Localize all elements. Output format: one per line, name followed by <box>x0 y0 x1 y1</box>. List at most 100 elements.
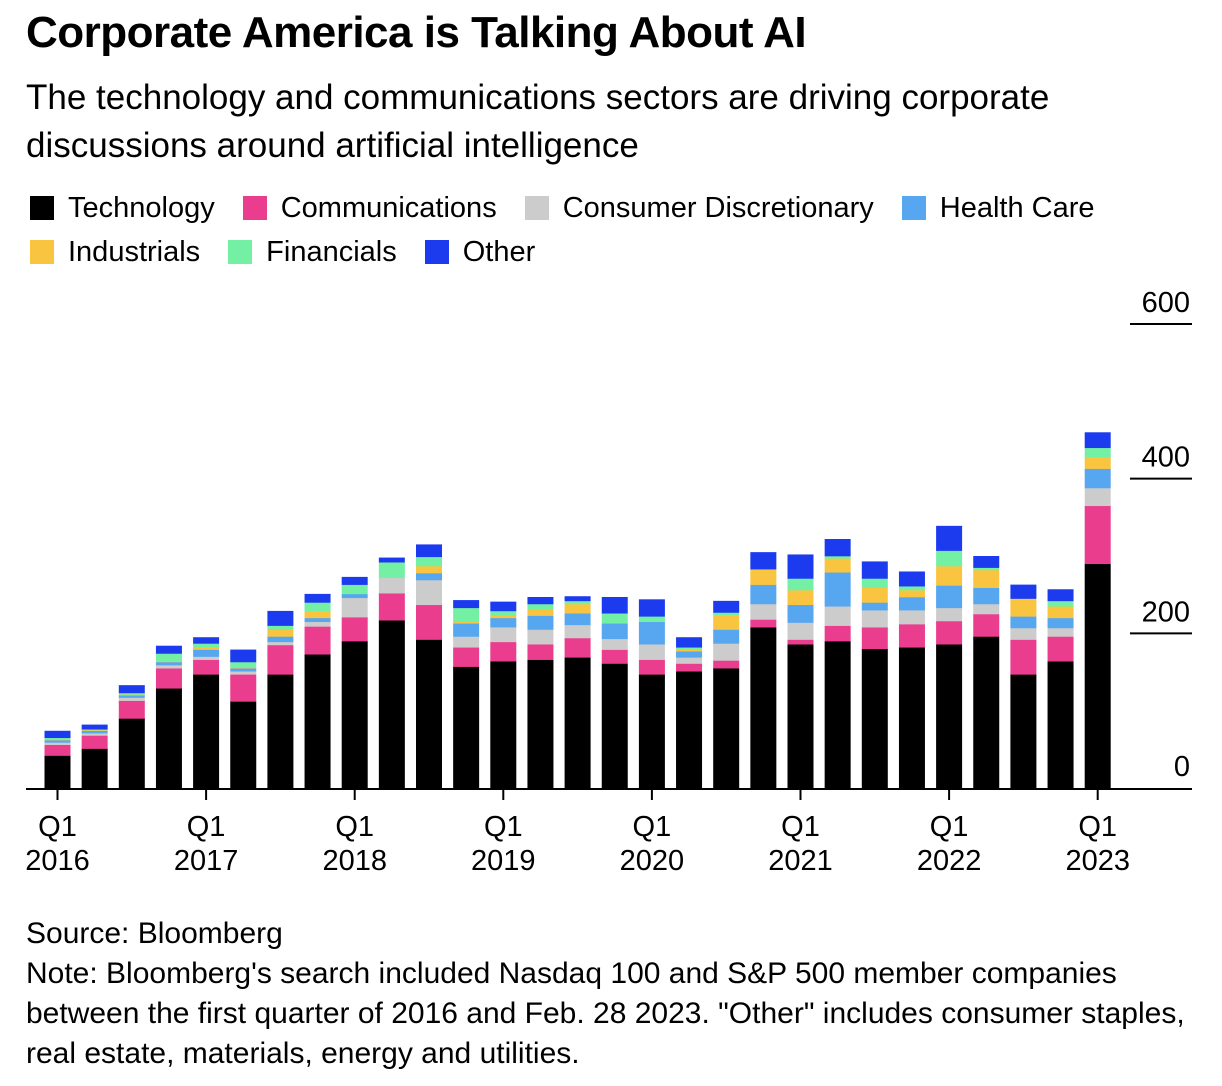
bar-segment-communications <box>118 700 145 719</box>
x-tick-label: 2018 <box>322 845 387 877</box>
bar-segment-communications <box>638 659 665 675</box>
bar-segment-industrials <box>861 587 888 603</box>
bar-segment-industrials <box>936 566 963 586</box>
bar-segment-communications <box>936 620 963 645</box>
bar-segment-other <box>824 539 851 557</box>
bar-segment-other <box>1047 589 1074 602</box>
bar-segment-financials <box>81 729 108 731</box>
bar-segment-financials <box>638 616 665 623</box>
legend-swatch <box>228 240 253 264</box>
bar-segment-financials <box>267 625 294 630</box>
bar-segment-health-care <box>601 623 628 640</box>
bar-segment-health-care <box>564 613 591 626</box>
bar-segment-consumer-discretionary <box>155 665 182 669</box>
bar-segment-technology <box>118 718 145 789</box>
bar-segment-health-care <box>1047 617 1074 629</box>
x-axis: Q12016Q12017Q12018Q12019Q12020Q12021Q120… <box>25 788 1192 877</box>
bar-segment-financials <box>44 737 71 740</box>
bar-segment-consumer-discretionary <box>898 610 925 625</box>
bar-segment-industrials <box>155 661 182 663</box>
bar-segment-communications <box>304 626 331 655</box>
bar-segment-other <box>1010 584 1037 599</box>
bar-segment-financials <box>787 578 814 591</box>
bar-segment-other <box>601 596 628 614</box>
bar-segment-financials <box>193 643 220 648</box>
bar-segment-consumer-discretionary <box>861 610 888 628</box>
bar-segment-industrials <box>564 603 591 614</box>
bar-segment-other <box>416 544 442 558</box>
bar-segment-financials <box>341 584 368 595</box>
bar-segment-health-care <box>267 636 294 643</box>
bar-segment-technology <box>898 647 925 789</box>
bar-segment-communications <box>416 604 442 640</box>
legend-swatch <box>242 196 267 220</box>
bar-segment-communications <box>713 660 740 669</box>
bar-segment-communications <box>490 641 517 662</box>
bar-segment-technology <box>861 648 888 789</box>
x-tick-label: Q1 <box>633 811 672 843</box>
bar-segment-consumer-discretionary <box>453 636 480 648</box>
bar-segment-other <box>304 593 331 603</box>
bar-segment-technology <box>750 627 777 789</box>
bar-segment-other <box>898 571 925 587</box>
legend-label: Financials <box>266 235 397 268</box>
bar-segment-communications <box>601 649 628 664</box>
legend-label: Consumer Discretionary <box>562 191 874 224</box>
legend-item-consumer-discretionary: Consumer Discretionary <box>524 191 874 225</box>
bar-segment-financials <box>898 586 925 591</box>
legend-label: Industrials <box>68 235 201 268</box>
bar-segment-communications <box>378 593 405 621</box>
bar-segment-health-care <box>824 572 851 607</box>
bar-segment-consumer-discretionary <box>490 627 517 643</box>
bar-segment-health-care <box>490 617 517 628</box>
bar-segment-consumer-discretionary <box>713 643 740 661</box>
bar-segment-technology <box>527 659 554 789</box>
bar-segment-technology <box>973 636 1000 789</box>
x-tick-label: Q1 <box>38 811 77 843</box>
bar-segment-other <box>861 561 888 579</box>
bar-segment-technology <box>787 644 814 789</box>
legend-item-technology: Technology <box>30 192 215 225</box>
bar-segment-consumer-discretionary <box>824 606 851 626</box>
bar-segment-other <box>787 554 814 579</box>
x-tick-label: Q1 <box>781 811 820 843</box>
bar-segment-industrials <box>193 647 220 650</box>
bar-segment-health-care <box>750 584 777 605</box>
bar-segment-other <box>713 600 740 613</box>
bar-segment-industrials <box>304 610 331 619</box>
bar-segment-industrials <box>230 667 257 669</box>
bar-segment-financials <box>1084 447 1111 458</box>
bar-segment-health-care <box>861 602 888 611</box>
bar-segment-financials <box>861 578 888 589</box>
bar-segment-industrials <box>490 615 517 619</box>
chart-subtitle: The technology and communications sector… <box>26 78 1050 165</box>
legend-item-industrials: Industrials <box>30 236 200 269</box>
bar-segment-communications <box>81 735 108 749</box>
bar-segment-financials <box>601 613 628 624</box>
bar-segment-health-care <box>416 573 442 581</box>
legend-label: Health Care <box>939 191 1095 224</box>
bar-segment-financials <box>155 653 182 662</box>
bar-segment-financials <box>453 607 480 623</box>
bar-segment-communications <box>44 744 71 756</box>
bar-segment-communications <box>750 619 777 628</box>
bar-segment-financials <box>230 661 257 668</box>
legend-swatch <box>524 196 549 220</box>
bar-segment-communications <box>453 647 480 667</box>
bar-segment-communications <box>527 644 554 660</box>
bar-segment-financials <box>416 556 442 567</box>
bar-segment-industrials <box>824 558 851 573</box>
y-tick-label: 0 <box>1174 751 1190 783</box>
bar-segment-communications <box>267 644 294 675</box>
legend-item-financials: Financials <box>228 236 397 269</box>
y-axis: 0 200 400 600 <box>1130 287 1192 783</box>
bar-segment-health-care <box>973 587 1000 605</box>
bar-segment-technology <box>564 657 591 789</box>
bar-segment-technology <box>81 748 108 789</box>
legend-swatch <box>901 196 926 220</box>
x-tick-label: Q1 <box>335 811 374 843</box>
bar-segment-financials <box>564 600 591 605</box>
legend-swatch <box>424 240 449 264</box>
bar-segment-other <box>230 649 257 663</box>
bar-segment-health-care <box>527 615 554 630</box>
